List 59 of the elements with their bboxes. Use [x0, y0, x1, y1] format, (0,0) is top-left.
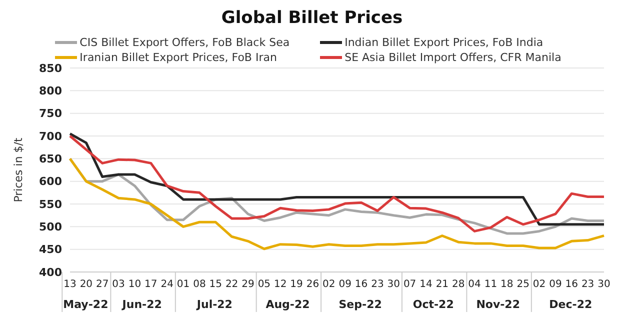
x-tick-label: 10: [128, 279, 142, 290]
x-tick-label: 20: [80, 279, 93, 290]
x-tick-label: 23: [371, 279, 384, 290]
x-tick-label: 13: [64, 279, 76, 290]
x-tick-label: 24: [160, 279, 174, 290]
y-tick-label: 500: [39, 220, 62, 234]
x-tick-label: 09: [549, 279, 562, 290]
x-tick-label: 30: [387, 279, 400, 290]
y-tick-label: 600: [39, 175, 62, 188]
x-tick-label: 15: [209, 279, 222, 290]
y-tick-label: 700: [39, 130, 62, 143]
legend-label: Iranian Billet Export Prices, FoB Iran: [80, 51, 277, 64]
x-tick-label: 09: [338, 279, 352, 290]
x-tick-label: 19: [290, 279, 303, 290]
text: Dec-22: [549, 298, 592, 311]
x-tick-label: 28: [452, 279, 465, 290]
x-tick-label: 18: [500, 279, 514, 290]
x-tick-label: 17: [144, 279, 158, 290]
text: Oct-22: [412, 298, 454, 311]
x-tick-label: 01: [176, 279, 190, 290]
y-tick-label: 450: [39, 243, 62, 256]
legend-label: CIS Billet Export Offers, FoB Black Sea: [78, 36, 290, 49]
x-tick-label: 02: [322, 279, 336, 290]
x-tick-label: 12: [274, 279, 287, 290]
x-tick-label: 03: [112, 279, 125, 290]
x-tick-label: 11: [484, 279, 498, 290]
x-tick-label: 22: [225, 279, 238, 290]
x-tick-label: 16: [354, 279, 368, 290]
text: Nov-22: [476, 298, 520, 311]
text: Jun-22: [121, 298, 162, 311]
text: Jul-22: [196, 298, 232, 311]
legend-label: Indian Billet Export Prices, FoB India: [344, 36, 544, 49]
x-tick-label: 05: [258, 279, 271, 290]
legend-label: SE Asia Billet Import Offers, CFR Manila: [344, 51, 562, 64]
text: Sep-22: [338, 298, 382, 311]
chart-title: Global Billet Prices: [220, 8, 404, 30]
x-tick-label: 04: [468, 279, 481, 290]
x-tick-label: 14: [420, 279, 432, 290]
text: Aug-22: [266, 298, 310, 311]
x-tick-label: 27: [96, 279, 109, 290]
x-tick-label: 21: [436, 279, 449, 290]
y-tick-label: 650: [39, 152, 62, 166]
x-tick-label: 08: [193, 279, 206, 290]
y-tick-label: 750: [39, 107, 62, 120]
x-tick-label: 07: [403, 279, 416, 290]
y-tick-label: 550: [39, 198, 62, 211]
x-tick-label: 23: [581, 279, 594, 290]
y-tick-label: 850: [39, 62, 62, 75]
x-tick-label: 16: [565, 279, 578, 290]
x-tick-label: 02: [532, 279, 546, 290]
x-tick-label: 25: [516, 279, 530, 290]
y-tick-label: 400: [39, 266, 62, 279]
y-axis-title: Prices in $/t: [12, 137, 25, 202]
text: May-22: [63, 298, 108, 311]
x-tick-label: 30: [598, 279, 610, 290]
line-series: [68, 157, 606, 250]
x-tick-label: 26: [306, 279, 320, 290]
x-tick-label: 29: [242, 279, 254, 290]
y-tick-label: 800: [39, 84, 62, 98]
